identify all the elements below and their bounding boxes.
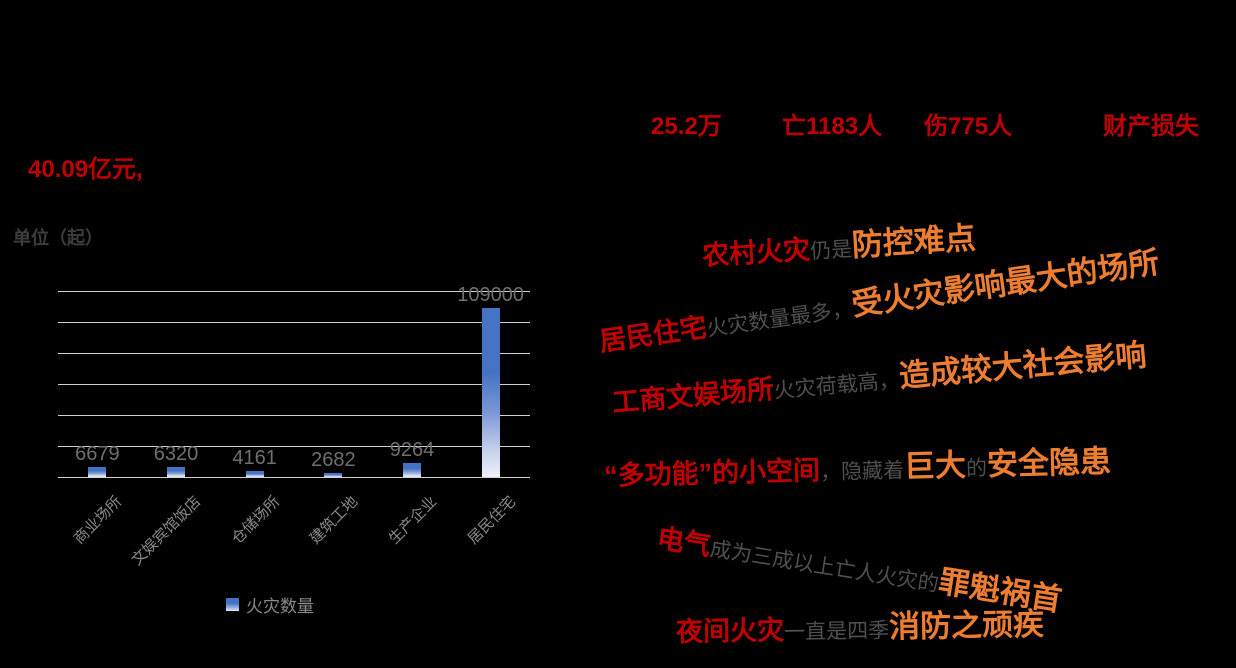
legend-label: 火灾数量 [246,597,314,616]
chart-legend: 火灾数量 [226,592,314,617]
tagline-segment: 消防之顽疾 [888,606,1045,645]
bar-仓储场所 [245,471,264,477]
bar-value-label: 6320 [153,443,199,465]
bar-value-label: 2682 [311,449,356,471]
gridline [58,384,530,385]
tagline-segment: 居民住宅 [597,312,709,357]
tagline: 夜间火灾 一直是四季 消防之顽疾 [676,599,1045,650]
property-loss-value: 40.09亿元, [28,156,143,183]
bar-居民住宅 [481,308,500,477]
tagline-segment: “多功能”的小空间 [603,455,821,491]
tagline-segment: 的 [965,456,988,481]
tagline-segment: 仍是 [809,237,853,264]
category-label: 建筑工地 [307,493,362,548]
tagline: “多功能”的小空间 ，隐藏着 巨大的安全隐患 [603,436,1112,494]
bar-文娱宾馆饭店 [167,467,185,477]
tagline-segment: 造成较大社会影响 [897,337,1148,394]
tagline-segment: 电气 [654,523,713,562]
tagline-segment: 夜间火灾 [675,615,785,647]
category-label: 商业场所 [71,493,126,548]
tagline-segment: 成为三成以上亡人火灾的 [708,537,941,597]
tagline-segment: ，隐藏着 [819,459,905,485]
tagline-segment: 火灾数量最多， [705,297,855,341]
gridline [58,353,530,354]
bar-建筑工地 [324,473,343,477]
tagline-segment: 巨大 [903,447,967,485]
category-label: 文娱宾馆饭店 [128,493,205,569]
gridline [58,322,530,323]
category-label: 仓储场所 [228,493,283,548]
property-loss-label: 财产损失 [1103,113,1199,140]
category-label: 生产企业 [385,493,441,548]
category-label: 居民住宅 [464,493,519,548]
gridline [58,446,530,447]
deaths-stat: 亡1183人 [782,113,883,140]
tagline-segment: 工商文娱场所 [611,373,776,418]
bar-value-label: 6679 [75,443,120,465]
tagline-segment: 火灾荷载高， [772,368,901,403]
bar-value-label: 9264 [389,439,435,461]
tagline-segment: 农村火灾 [701,234,811,271]
gridline [58,477,530,478]
chart-unit-label: 单位（起） [13,228,103,248]
bar-商业场所 [88,467,107,477]
tagline: 农村火灾 仍是 防控难点 [701,212,977,274]
legend-swatch-icon [226,598,239,611]
bar-value-label: 109000 [457,284,525,306]
gridline [58,291,530,292]
gridline [58,415,530,416]
injuries-stat: 伤775人 [924,113,1013,140]
tagline-segment: 防控难点 [850,220,977,263]
bar-value-label: 4161 [232,447,277,469]
fires-total-stat: 25.2万 [651,113,722,140]
tagline-segment: 安全隐患 [986,443,1112,482]
tagline-segment: 一直是四季 [783,619,890,645]
bar-生产企业 [403,463,421,477]
bar-chart: 6679 商业场所 6320 文娱宾馆饭店 4161 仓储场所 2682 建筑工地 9264 生产… [58,284,530,569]
